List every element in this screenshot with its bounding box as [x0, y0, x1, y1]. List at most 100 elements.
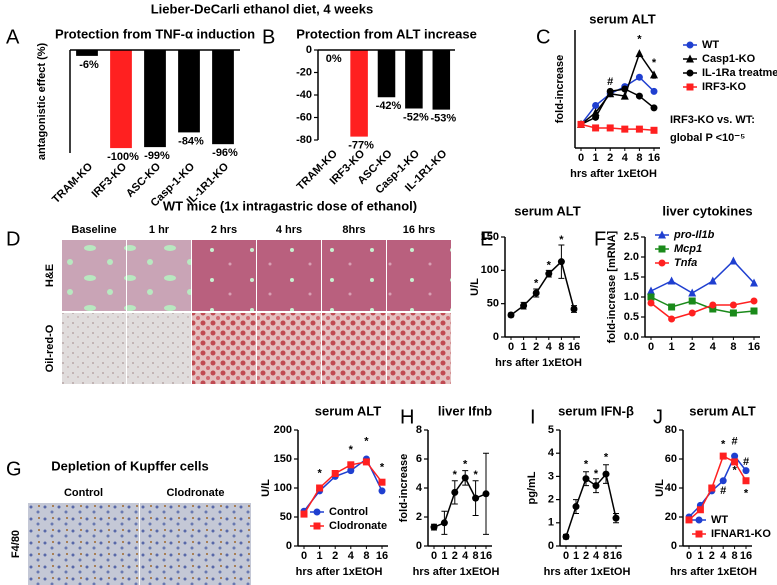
- x-tick-label: 2: [583, 550, 589, 562]
- data-point: [362, 458, 370, 466]
- value-label: -42%: [376, 100, 402, 112]
- data-point: [635, 125, 643, 133]
- figure-title: Lieber-DeCarli ethanol diet, 4 weeks: [151, 1, 374, 16]
- significance-mark: *: [652, 73, 657, 85]
- significance-mark: *: [547, 260, 552, 272]
- data-point: [592, 482, 600, 490]
- x-tick-label: 1: [521, 341, 527, 353]
- significance-mark: *: [584, 459, 589, 471]
- micrograph: [127, 240, 191, 311]
- x-tick-label: 16: [480, 550, 492, 562]
- data-point: [592, 102, 600, 110]
- legend-label: IFNAR1-KO: [711, 528, 771, 540]
- x-axis-label: hrs after 1xEtOH: [296, 566, 383, 578]
- y-tick-label: -60: [296, 111, 312, 123]
- series-line: [580, 51, 655, 125]
- data-point: [577, 120, 585, 128]
- column-label: 4 hrs: [276, 224, 302, 236]
- data-point: [582, 475, 590, 483]
- legend-label: WT: [702, 39, 719, 51]
- x-axis-label: hrs after 1xEtOH: [670, 566, 757, 578]
- data-point: [572, 503, 580, 511]
- column-label: 16 hrs: [403, 224, 435, 236]
- x-tick-label: 2: [332, 550, 338, 562]
- data-point: [667, 276, 676, 285]
- data-point: [719, 477, 727, 485]
- data-point: [620, 91, 629, 100]
- legend-label: pro-Il1b: [673, 229, 715, 241]
- y-tick-label: 2: [548, 494, 554, 506]
- chart-title: serum IFN-β: [558, 403, 634, 418]
- x-tick-label: 4: [546, 341, 553, 353]
- data-point: [440, 519, 448, 527]
- y-axis-label: pg/mL: [526, 471, 538, 504]
- bar: [350, 50, 368, 137]
- data-point: [621, 125, 629, 133]
- y-tick-label: 0.0: [624, 331, 639, 343]
- x-tick-label: 4: [593, 550, 600, 562]
- data-point: [647, 293, 655, 301]
- x-tick-label: 8: [730, 341, 736, 353]
- data-point: [635, 73, 643, 81]
- value-label: -6%: [79, 59, 99, 71]
- y-tick-label: 80: [665, 424, 677, 436]
- significance-mark: *: [732, 465, 737, 477]
- panel-letter: G: [6, 458, 22, 480]
- x-tick-label: 16: [748, 341, 760, 353]
- series-line: [650, 296, 755, 314]
- significance-mark: *: [453, 469, 458, 481]
- legend-label: Clodronate: [329, 520, 387, 532]
- data-point: [731, 458, 739, 466]
- data-point: [709, 305, 717, 313]
- significance-mark: #: [732, 436, 738, 448]
- chart-title: serum ALT: [589, 11, 656, 26]
- x-axis-label: hrs after 1xEtOH: [495, 357, 582, 369]
- data-point: [482, 490, 490, 498]
- y-tick-label: 0.5: [624, 311, 639, 323]
- value-label: -84%: [178, 135, 204, 147]
- significance-mark: *: [637, 33, 642, 45]
- x-tick-label: 1: [697, 550, 703, 562]
- data-point: [686, 54, 694, 63]
- data-point: [750, 278, 758, 287]
- data-point: [685, 516, 693, 524]
- value-label: -99%: [144, 150, 170, 162]
- y-tick-label: 1.0: [624, 291, 639, 303]
- series-line: [580, 123, 655, 132]
- y-tick-label: 50: [487, 298, 499, 310]
- legend-label: Tnfa: [674, 257, 697, 269]
- x-tick-label: 8: [732, 550, 738, 562]
- y-tick-label: 8: [416, 424, 422, 436]
- x-tick-label: TRAM-KO: [295, 147, 341, 193]
- panel-letter: J: [653, 406, 663, 428]
- data-point: [378, 478, 386, 486]
- y-axis-label: U/L: [654, 479, 666, 497]
- image-panel-title: WT mice (1x intragastric dose of ethanol…: [163, 198, 417, 213]
- y-tick-label: 0: [671, 540, 677, 552]
- y-tick-label: 40: [665, 482, 677, 494]
- bar: [178, 50, 200, 133]
- micrograph: [127, 313, 191, 384]
- data-point: [650, 87, 658, 95]
- y-tick-label: -40: [296, 89, 312, 101]
- y-tick-label: 3: [548, 470, 554, 482]
- y-axis-label: fold-increase [mRNA]: [606, 230, 618, 343]
- data-point: [331, 470, 339, 477]
- column-label: 1 hr: [149, 224, 170, 236]
- data-point: [430, 523, 438, 531]
- series-line: [433, 476, 487, 528]
- legend-label: IRF3-KO: [702, 81, 746, 93]
- x-tick-label: 8: [603, 550, 609, 562]
- data-point: [686, 41, 694, 49]
- x-axis-label: hrs after 1xEtOH: [570, 168, 657, 180]
- data-point: [621, 85, 629, 93]
- y-tick-label: 150: [274, 453, 292, 465]
- y-tick-label: 50: [280, 511, 292, 523]
- y-tick-label: 0: [286, 540, 292, 552]
- bar: [377, 50, 396, 98]
- x-tick-label: 0: [563, 550, 569, 562]
- data-point: [729, 301, 737, 309]
- x-tick-label: 4: [720, 550, 727, 562]
- series-line: [650, 259, 755, 294]
